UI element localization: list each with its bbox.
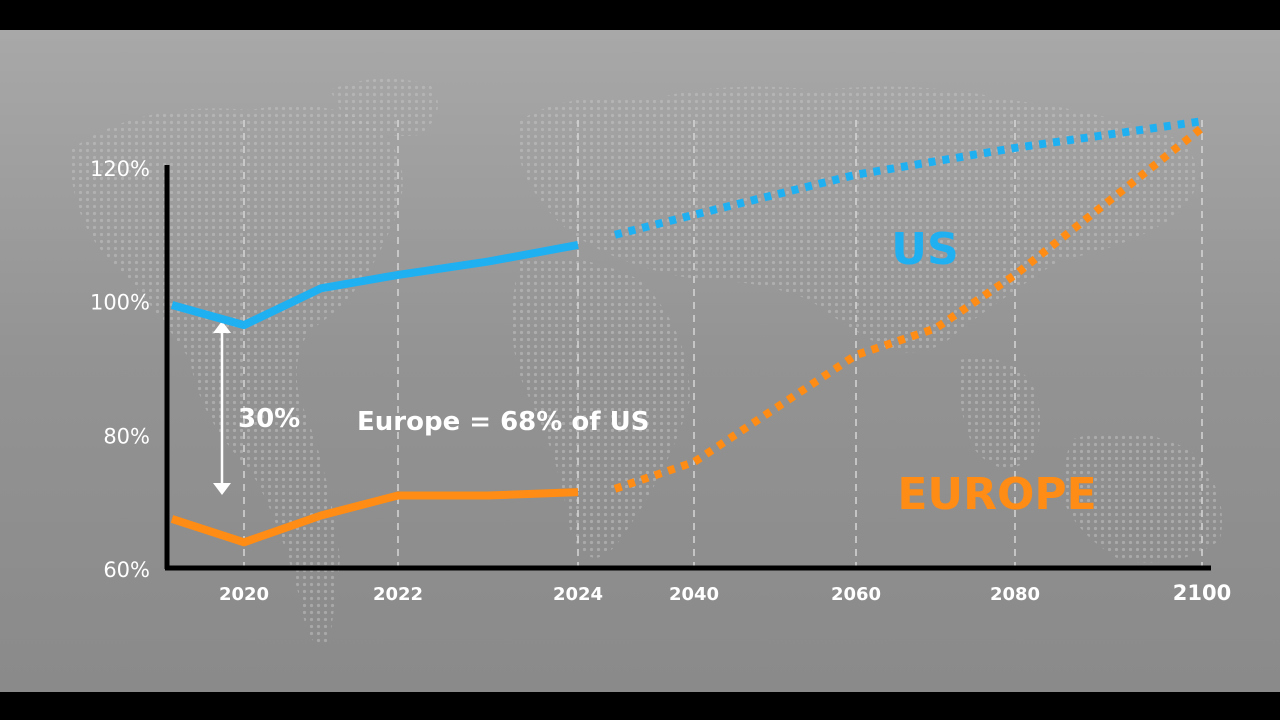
series-label-us: US [891, 224, 958, 275]
y-tick-80pct: 80% [103, 424, 150, 448]
tick-labels: 120% 100% 80% 60% 2020 2022 2024 2040 2060 2080 21… [90, 157, 1231, 605]
ratio-annotation-label: Europe = 68% of US [357, 407, 649, 437]
series-label-europe: EUROPE [897, 469, 1096, 520]
axes [164, 165, 1211, 571]
x-tick-2080: 2080 [990, 584, 1040, 605]
y-tick-60pct: 60% [103, 558, 150, 582]
x-tick-2040: 2040 [669, 584, 719, 605]
annotations [213, 321, 231, 495]
x-tick-2020: 2020 [219, 584, 269, 605]
series-line-us-solid [170, 240, 579, 330]
x-tick-2100: 2100 [1173, 581, 1231, 605]
gap-arrow-head-top [213, 321, 231, 333]
x-tick-2024: 2024 [553, 584, 603, 605]
y-tick-120pct: 120% [90, 157, 150, 181]
letterbox-top [0, 0, 1280, 30]
series-lines [170, 117, 1205, 547]
world-map-backdrop [70, 78, 1222, 645]
gap-annotation-label: 30% [238, 404, 300, 434]
vertical-gridlines [243, 120, 1203, 566]
series-line-europe-dotted [613, 124, 1205, 493]
series-line-europe-solid [170, 488, 579, 547]
gap-arrow-head-bottom [213, 483, 231, 495]
x-tick-2022: 2022 [373, 584, 423, 605]
y-tick-100pct: 100% [90, 291, 150, 315]
letterbox-bottom [0, 692, 1280, 720]
x-tick-2060: 2060 [831, 584, 881, 605]
